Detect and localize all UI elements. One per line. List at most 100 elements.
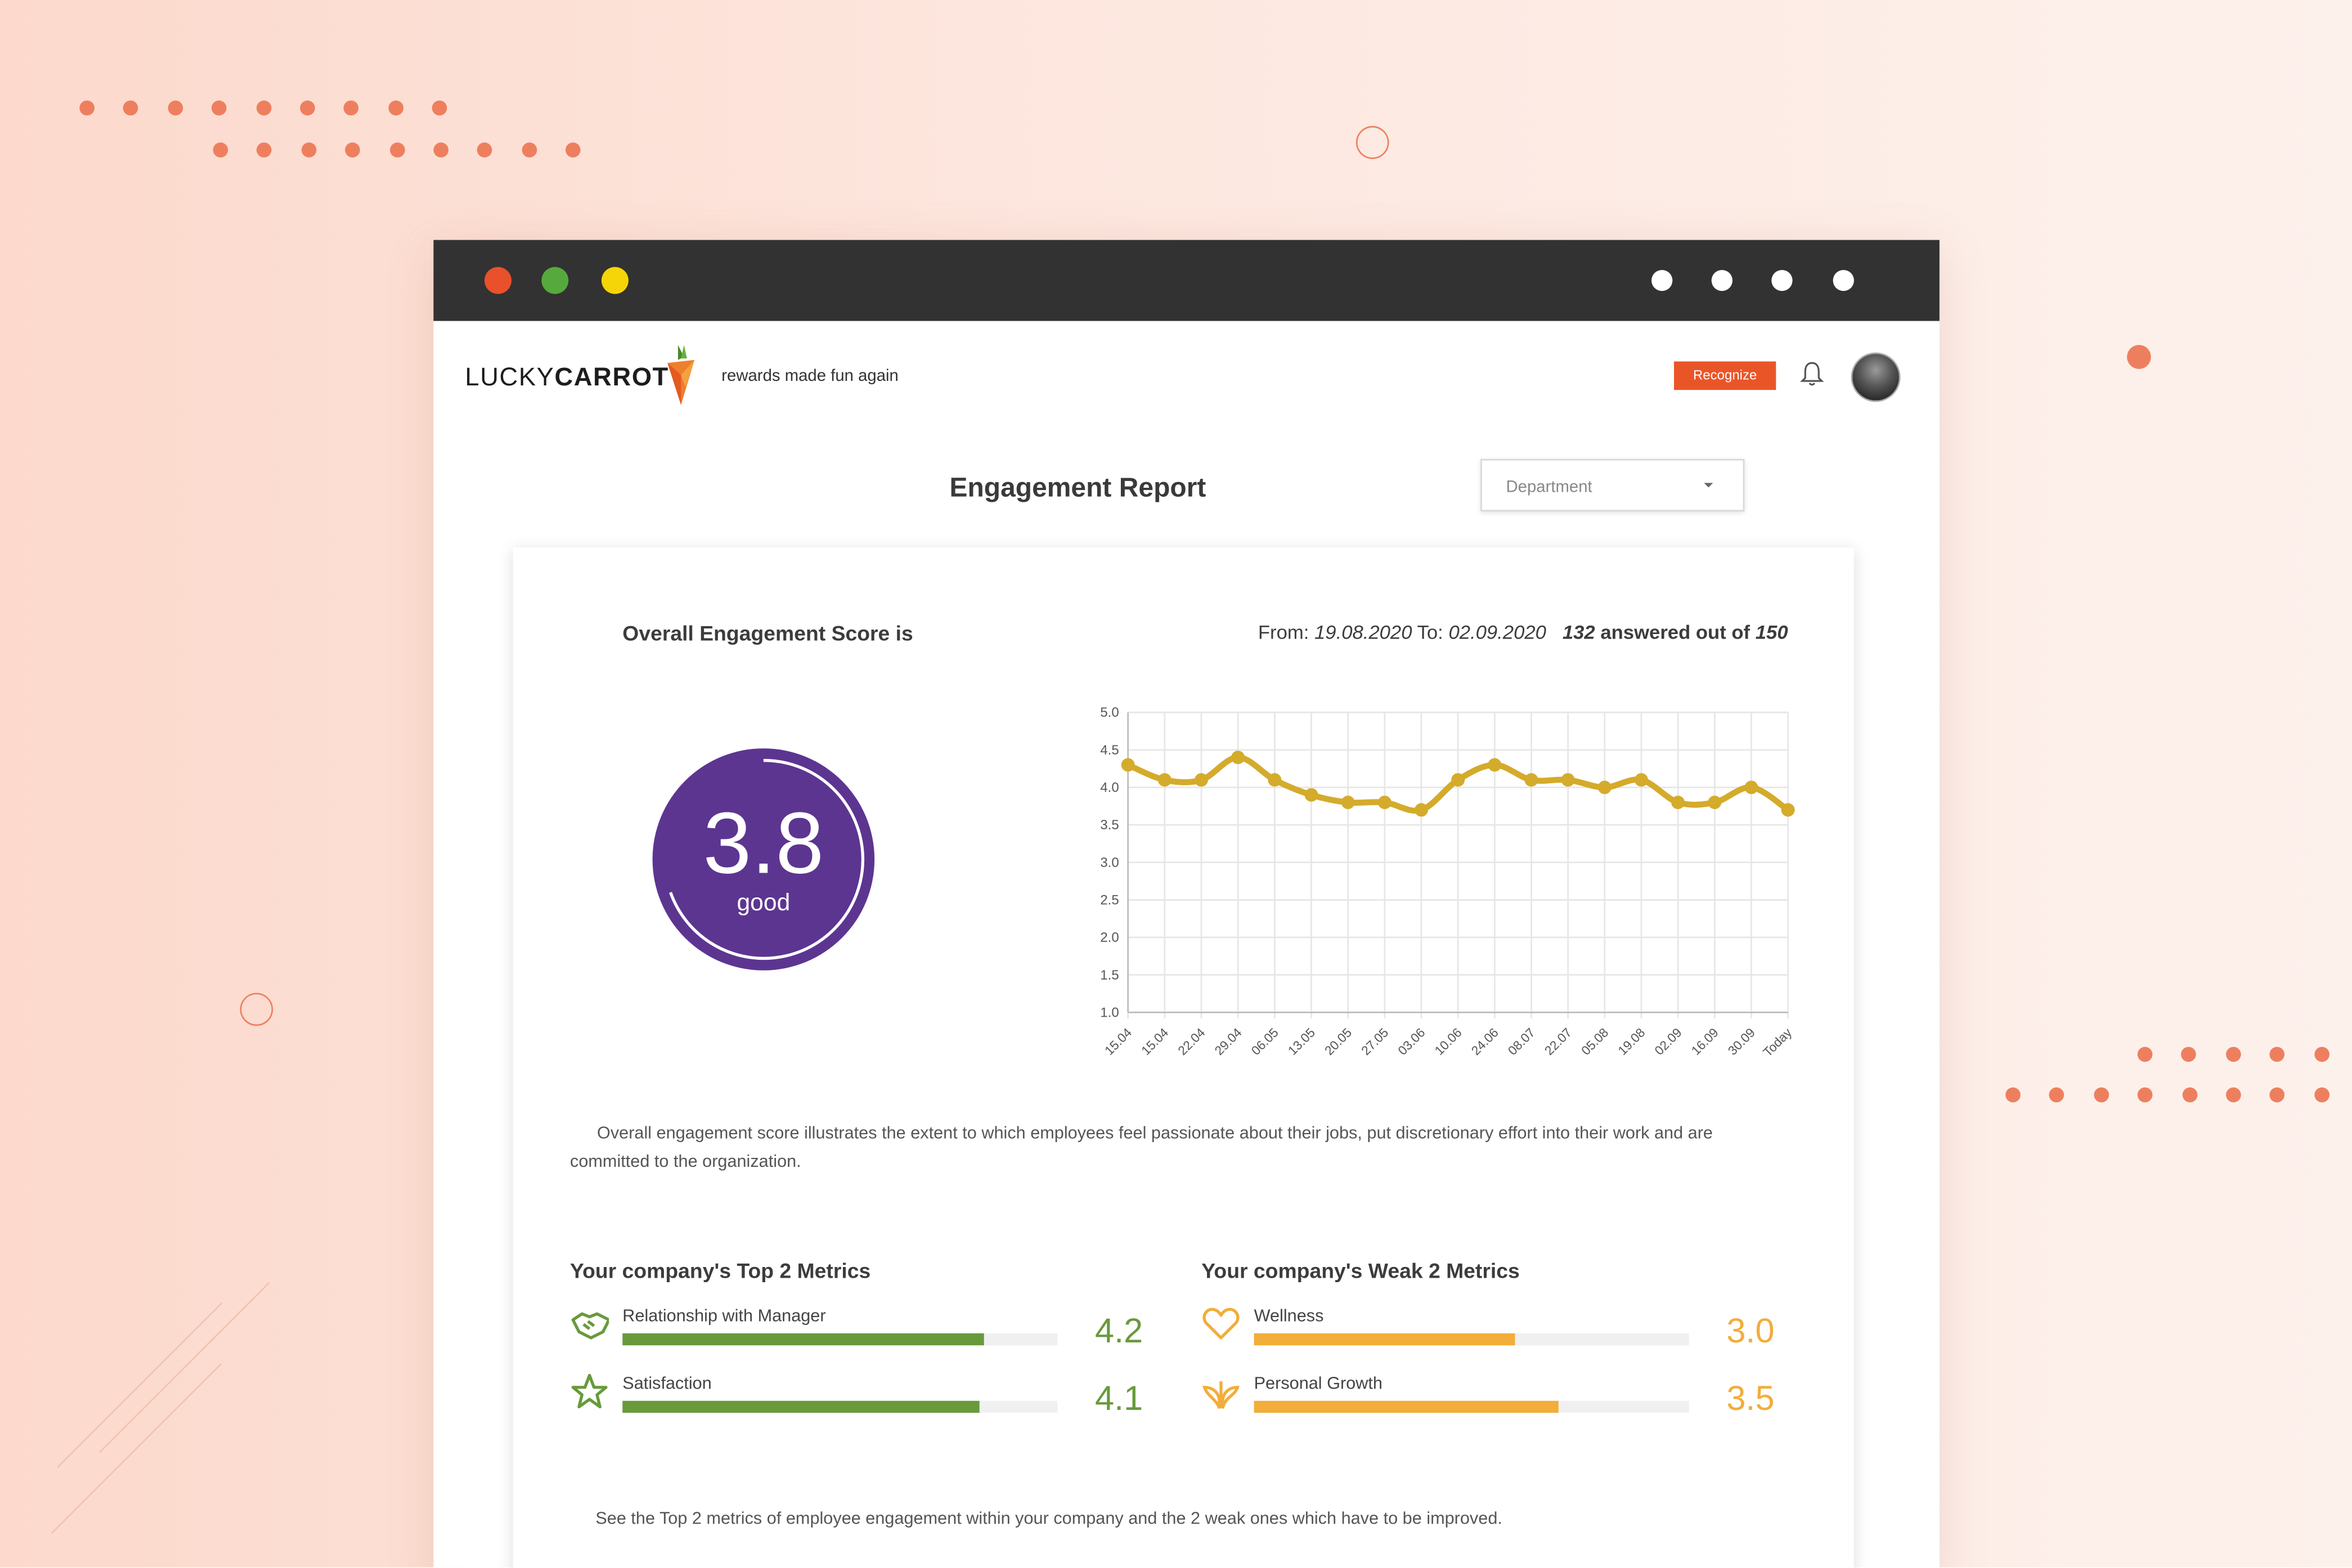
decor-dot [2226,1087,2241,1103]
minimize-window-button[interactable] [541,267,569,294]
footer-note: See the Top 2 metrics of employee engage… [595,1510,1502,1529]
metric-bar-track [622,1333,1058,1346]
range-to: 02.09.2020 [1448,621,1546,644]
data-point [1597,780,1612,794]
brand-logo[interactable]: LUCKYCARROT [465,363,669,393]
window-menu-dot [1651,269,1673,291]
x-tick-label: 15.04 [1138,1025,1171,1058]
decor-dot [2049,1087,2065,1103]
y-tick-label: 2.0 [1100,930,1119,945]
page-title: Engagement Report [949,472,1206,503]
x-tick-label: 02.09 [1651,1025,1684,1058]
x-tick-label: Today [1760,1025,1795,1059]
x-tick-label: 30.09 [1725,1025,1758,1058]
decor-dot [257,142,272,158]
decor-dot [2270,1087,2286,1103]
y-tick-label: 4.5 [1100,743,1119,758]
top-metrics-title: Your company's Top 2 Metrics [570,1258,871,1283]
decor-dot [2182,1087,2197,1103]
metric-value: 4.1 [1095,1378,1143,1418]
metric-label: Personal Growth [1254,1375,1383,1394]
metric-bar-fill [622,1400,980,1413]
data-point [1708,796,1722,810]
decor-dot [565,142,581,158]
answered-count: 132 [1562,621,1595,644]
decor-dot [2225,1046,2241,1062]
data-point [1744,780,1758,794]
star-icon [571,1373,608,1409]
metric-bar-fill [1254,1333,1515,1346]
x-tick-label: 27.05 [1358,1025,1391,1058]
window-menu-dot [1771,269,1793,291]
decor-dot [255,100,271,116]
decor-dot [433,142,449,158]
x-tick-label: 05.08 [1578,1025,1611,1058]
x-tick-label: 22.04 [1175,1025,1208,1058]
x-tick-label: 13.05 [1285,1025,1318,1058]
window-titlebar [433,240,1940,321]
data-point [1414,803,1428,817]
data-point [1561,773,1575,787]
data-point [1195,773,1209,787]
data-point [1634,773,1648,787]
maximize-window-button[interactable] [601,267,629,294]
data-point [1121,758,1135,772]
metric-row: Personal Growth 3.5 [1201,1376,1801,1436]
range-from: 19.08.2020 [1314,621,1412,644]
x-tick-label: 19.08 [1615,1025,1648,1058]
metric-row: Wellness 3.0 [1201,1308,1801,1368]
decor-dot [432,100,447,116]
metric-bar-fill [622,1333,984,1346]
window-menu-dot [1833,269,1854,291]
y-tick-label: 4.0 [1100,780,1119,796]
decor-dot [388,100,403,116]
data-point [1377,796,1392,810]
bell-icon[interactable] [1800,360,1824,387]
metric-label: Relationship with Manager [622,1308,826,1326]
decor-dot [344,100,360,116]
engagement-trend-chart: 5.04.54.03.53.02.52.01.51.015.04 15.04 22.… [1100,705,1795,1059]
x-tick-label: 16.09 [1688,1025,1721,1058]
decor-dot [389,142,405,158]
metric-label: Wellness [1254,1308,1324,1326]
handshake-icon [571,1312,609,1340]
user-avatar[interactable] [1851,352,1901,402]
close-window-button[interactable] [484,267,512,294]
decor-dot [477,142,493,158]
total-count: 150 [1755,621,1788,644]
decor-dot [2314,1046,2329,1062]
decor-dot [2182,1046,2197,1062]
y-tick-label: 3.5 [1100,817,1119,833]
recognize-button[interactable]: Recognize [1674,361,1776,390]
metric-bar-fill [1254,1400,1559,1413]
score-description: Overall engagement score illustrates the… [570,1125,1713,1171]
tagline: rewards made fun again [721,367,899,386]
department-placeholder: Department [1506,478,1592,497]
report-card: Overall Engagement Score is From: 19.08.… [513,547,1854,1567]
carrot-logo-icon [667,345,695,405]
x-tick-label: 10.06 [1431,1025,1464,1058]
decor-dot [212,100,227,116]
decor-dot [213,142,228,158]
decor-line [98,1282,270,1453]
data-point [1157,773,1171,787]
x-tick-label: 24.06 [1468,1025,1501,1058]
date-range: From: 19.08.2020 To: 02.09.2020 132 answ… [1258,621,1788,644]
data-point [1304,788,1318,802]
data-point [1781,803,1795,817]
metric-value: 4.2 [1095,1310,1143,1350]
data-point [1268,773,1282,787]
range-from-label: From: [1258,621,1309,644]
decor-dot [301,142,316,158]
metric-value: 3.5 [1726,1378,1775,1418]
answered-text: answered out of [1600,621,1750,644]
brand-light: LUCKY [465,363,555,392]
decor-dot [522,142,537,158]
x-tick-label: 15.04 [1102,1025,1134,1058]
decor-dot [79,100,95,116]
metric-row: Relationship with Manager 4.2 [570,1308,1170,1368]
chevron-down-icon [1704,483,1713,488]
department-dropdown[interactable]: Department [1480,459,1745,512]
data-point [1451,773,1465,787]
